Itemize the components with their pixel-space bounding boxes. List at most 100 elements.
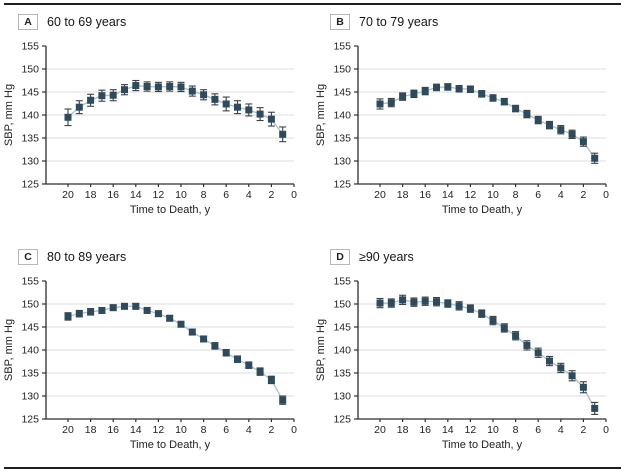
data-point-marker [154,310,162,318]
x-tick-labels: 20 18 16 14 12 10 8 6 4 2 0 [374,184,609,201]
data-point-marker [109,304,117,312]
data-point-marker [200,335,208,343]
panel-c-label: C [18,249,38,265]
panel-d: D ≥90 years 125 130 135 140 145 150 155 20 18 16 1… [312,235,625,464]
data-point-marker [421,87,429,95]
x-tick-label: 10 [487,424,499,436]
data-point-marker [121,86,128,94]
y-tick-label: 140 [333,345,351,357]
data-point-marker [279,130,287,138]
series-line [67,305,284,401]
y-tick-labels: 125 130 135 140 145 150 155 [21,41,46,191]
panel-b-label: B [330,14,350,30]
data-point-marker [222,100,230,108]
x-tick-label: 18 [85,424,97,436]
y-axis-title: SBP, mm Hg [3,84,15,146]
data-point-marker [109,91,117,99]
data-point-marker [188,328,196,336]
panel-a-header: A 60 to 69 years [18,14,312,30]
data-point-marker [64,312,72,320]
x-tick-label: 6 [535,424,541,436]
data-point-marker [500,98,508,106]
x-tick-label: 16 [419,424,431,436]
data-point-marker [234,103,241,111]
data-point-marker [557,126,565,134]
x-tick-label: 18 [397,189,409,201]
y-tick-label: 140 [21,110,39,122]
data-point-marker [256,110,264,118]
y-tick-label: 130 [21,391,39,403]
x-tick-labels: 20 18 16 14 12 10 8 6 4 2 0 [62,184,297,201]
x-tick-label: 18 [85,189,97,201]
y-tick-label: 150 [333,299,351,311]
data-point-marker [591,154,599,162]
data-point-marker [534,116,542,124]
data-point-marker [478,310,486,318]
x-tick-label: 18 [397,424,409,436]
data-point-marker [222,349,230,357]
data-point-marker [143,82,151,90]
panel-b: B 70 to 79 years 125 130 135 140 145 150 155 20… [312,6,625,235]
data-point-marker [98,306,106,314]
x-tick-label: 12 [153,424,165,436]
panel-a-title: 60 to 69 years [47,14,127,29]
data-point-marker [245,361,253,369]
x-tick-label: 0 [291,189,297,201]
data-point-marker [98,92,106,100]
x-tick-label: 20 [62,424,74,436]
data-point-marker [64,113,72,121]
y-tick-label: 125 [333,414,351,426]
data-point-marker [267,115,275,123]
series-line [380,299,596,409]
data-point-marker [234,355,241,363]
data-point-marker [177,83,185,91]
data-point-marker [579,383,587,391]
y-tick-label: 155 [333,276,351,288]
y-tick-label: 150 [21,299,39,311]
panel-d-title: ≥90 years [359,249,414,264]
data-point-marker [75,310,83,318]
y-gridlines [46,68,294,162]
x-tick-labels: 20 18 16 14 12 10 8 6 4 2 0 [374,419,609,436]
data-point-marker [211,95,219,103]
data-point-marker [421,297,429,305]
data-point-marker [387,99,395,107]
data-point-marker [444,300,452,308]
y-tick-label: 125 [21,414,39,426]
panel-c-title: 80 to 89 years [47,249,127,264]
x-tick-label: 6 [223,189,229,201]
data-point-marker [376,100,384,108]
x-tick-label: 16 [107,189,119,201]
data-point-marker [188,87,196,95]
error-bars [376,294,599,415]
y-tick-label: 145 [333,87,351,99]
x-axis-title: Time to Death, y [442,204,523,216]
data-point-marker [546,121,553,129]
y-axis-title: SBP, mm Hg [3,319,15,381]
y-tick-label: 125 [21,179,39,191]
data-point-marker [512,105,520,113]
x-tick-label: 20 [374,189,386,201]
x-tick-label: 2 [268,189,274,201]
x-tick-label: 12 [465,189,477,201]
data-point-marker [433,83,440,91]
y-tick-label: 155 [21,276,39,288]
data-point-marker [466,85,474,93]
x-tick-label: 16 [107,424,119,436]
data-point-marker [455,302,463,310]
panel-b-header: B 70 to 79 years [330,14,625,30]
data-point-marker [546,357,553,365]
y-tick-label: 130 [21,156,39,168]
x-tick-label: 0 [603,424,609,436]
x-tick-label: 4 [558,189,564,201]
data-point-marker [75,103,83,111]
data-point-marker [512,332,520,340]
panel-b-title: 70 to 79 years [359,14,439,29]
data-point-marker [500,324,508,332]
data-point-marker [466,305,474,313]
data-point-marker [166,314,174,322]
panel-grid: A 60 to 69 years 125 130 135 140 145 150 155 20… [0,6,625,464]
